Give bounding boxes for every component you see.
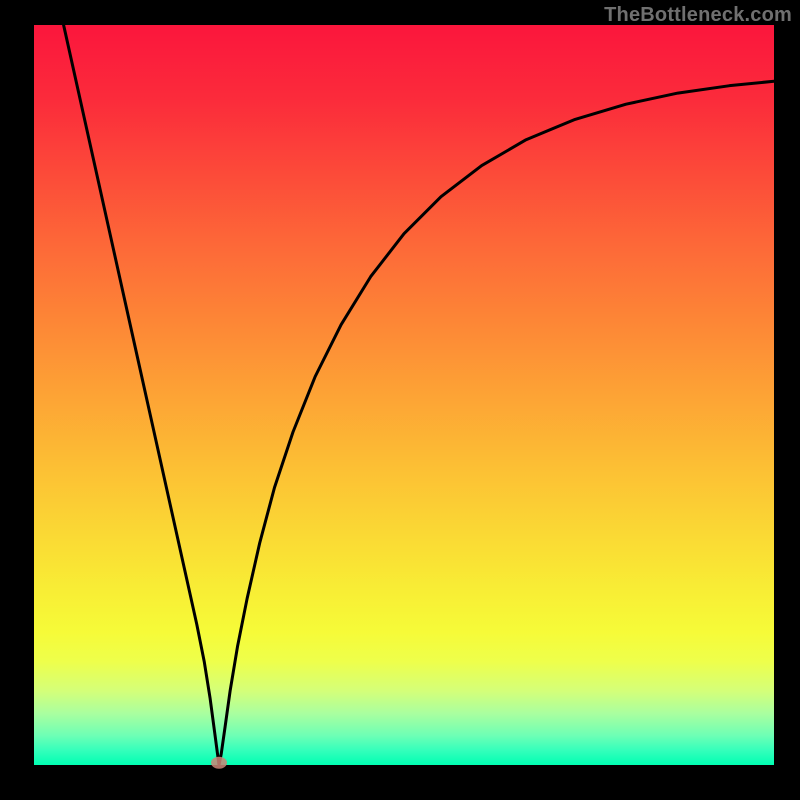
bottleneck-chart: TheBottleneck.com bbox=[0, 0, 800, 800]
chart-svg bbox=[0, 0, 800, 800]
optimal-point-marker bbox=[211, 757, 227, 769]
watermark-text: TheBottleneck.com bbox=[604, 4, 792, 27]
